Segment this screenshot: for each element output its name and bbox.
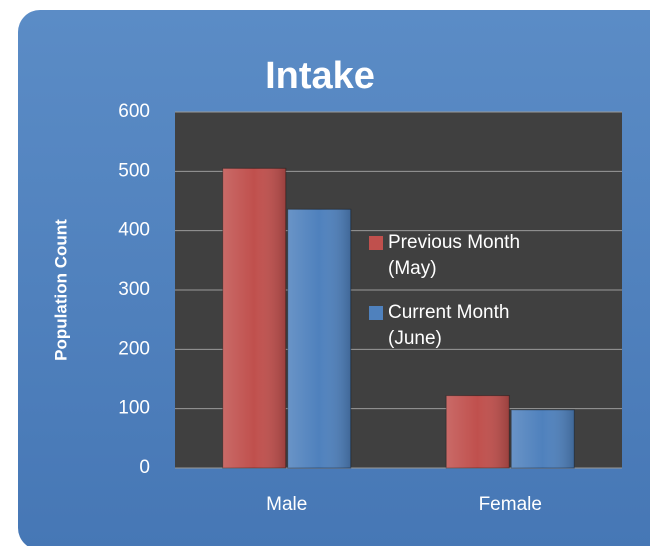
- bar: [445, 395, 510, 469]
- x-tick-label: Male: [266, 494, 307, 515]
- y-axis-label: Population Count: [51, 219, 70, 361]
- legend-marker: [369, 306, 383, 320]
- legend-marker: [369, 236, 383, 250]
- y-tick-label: 500: [118, 160, 150, 181]
- bar: [287, 208, 352, 469]
- x-tick-label: Female: [479, 494, 542, 515]
- bar: [510, 409, 575, 469]
- y-tick-label: 0: [139, 457, 150, 478]
- y-tick-label: 200: [118, 338, 150, 359]
- legend-label: Previous Month (May): [388, 232, 521, 279]
- y-tick-label: 300: [118, 279, 150, 300]
- y-tick-label: 400: [118, 220, 150, 241]
- bar: [222, 167, 287, 469]
- y-tick-label: 100: [118, 398, 150, 419]
- legend-label: Current Month (June): [388, 302, 510, 349]
- y-tick-label: 600: [118, 101, 150, 122]
- chart-title: Intake: [265, 55, 375, 97]
